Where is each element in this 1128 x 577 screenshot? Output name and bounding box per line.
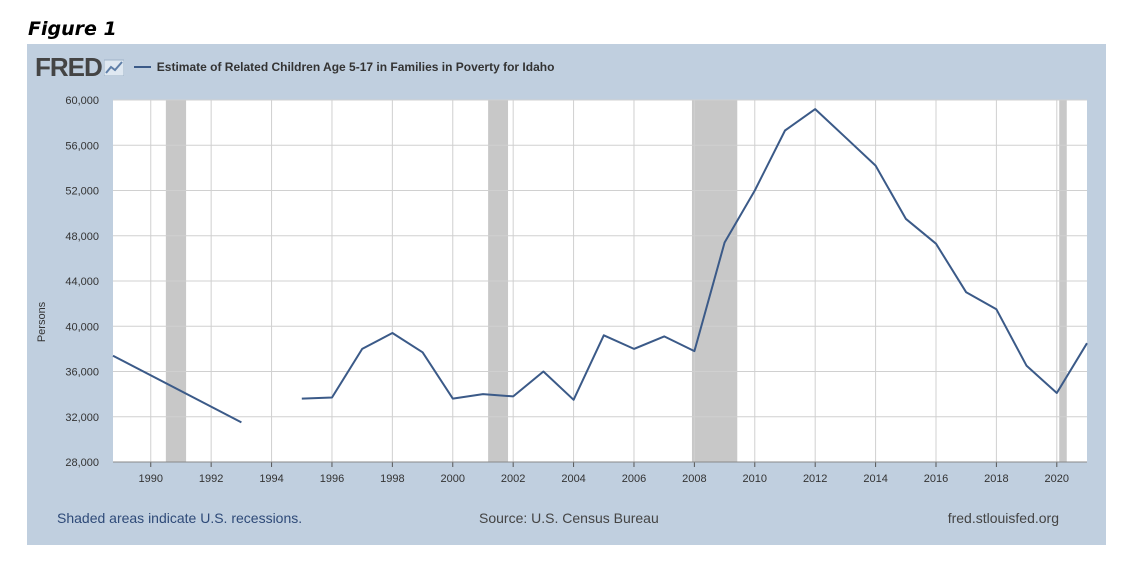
x-tick-label: 1994	[259, 473, 283, 485]
y-tick-label: 28,000	[65, 457, 99, 469]
x-tick-label: 1992	[199, 473, 223, 485]
chart-panel: FRED Estimate of Related Children Age 5-…	[27, 44, 1106, 545]
chart-mark-icon	[103, 59, 124, 76]
x-tick-label: 2014	[863, 473, 887, 485]
x-tick-label: 1990	[139, 473, 163, 485]
line-chart: 28,000 32,000 36,000 40,000 44,000 48,000 52,0…	[36, 95, 1088, 485]
x-tick-label: 1996	[320, 473, 344, 485]
legend-swatch	[133, 66, 151, 68]
y-tick-label: 52,000	[65, 186, 99, 198]
x-tick-label: 2004	[561, 473, 585, 485]
chart-header: FRED Estimate of Related Children Age 5-…	[35, 54, 554, 80]
x-tick-label: 2012	[803, 473, 827, 485]
x-tick-label: 2002	[501, 473, 525, 485]
x-tick-label: 2008	[682, 473, 706, 485]
series-line-segment-0	[112, 354, 242, 424]
x-tick-label: 2000	[441, 473, 465, 485]
x-tick-label: 1998	[380, 473, 404, 485]
y-tick-label: 48,000	[65, 231, 99, 243]
figure-caption: Figure 1	[28, 18, 117, 40]
y-tick-label: 36,000	[65, 367, 99, 379]
x-tick-label: 2010	[743, 473, 767, 485]
y-axis-label: Persons	[36, 301, 48, 342]
series-line-segment-1	[301, 108, 1088, 401]
y-tick-label: 60,000	[65, 95, 99, 107]
source-note: Source: U.S. Census Bureau	[479, 510, 659, 526]
y-tick-label: 56,000	[65, 140, 99, 152]
x-tick-label: 2018	[984, 473, 1008, 485]
x-tick-label: 2016	[924, 473, 948, 485]
x-tick-label: 2006	[622, 473, 646, 485]
recession-note: Shaded areas indicate U.S. recessions.	[57, 510, 303, 526]
y-tick-label: 40,000	[65, 321, 99, 333]
y-tick-label: 32,000	[65, 412, 99, 424]
x-tick-label: 2020	[1045, 473, 1069, 485]
legend-label[interactable]: Estimate of Related Children Age 5-17 in…	[156, 60, 555, 74]
site-link[interactable]: fred.stlouisfed.org	[947, 510, 1059, 526]
fred-logo[interactable]: FRED	[35, 52, 103, 82]
y-tick-label: 44,000	[65, 276, 99, 288]
